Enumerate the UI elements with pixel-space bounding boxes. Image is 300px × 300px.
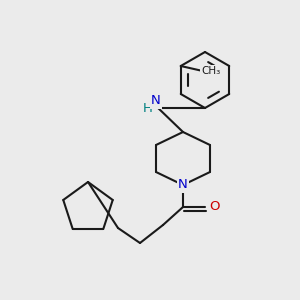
Text: O: O [210,200,220,214]
Text: N: N [151,94,161,107]
Text: H: H [143,101,153,115]
Text: CH₃: CH₃ [201,66,220,76]
Text: N: N [178,178,188,191]
